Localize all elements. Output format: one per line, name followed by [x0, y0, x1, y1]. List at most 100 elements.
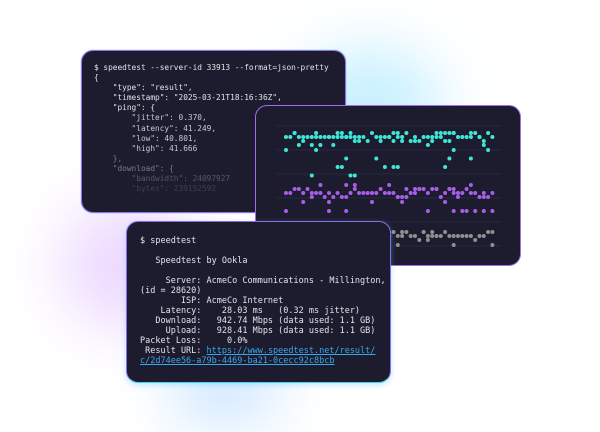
dot: [318, 191, 323, 195]
dot: [318, 143, 323, 147]
dot: [486, 230, 491, 234]
dot: [305, 135, 310, 139]
dot: [490, 209, 495, 213]
dot: [468, 191, 473, 195]
dot: [370, 131, 374, 135]
download: Download: 942.74 Mbps (data used: 1.1 GB…: [140, 316, 376, 326]
dot: [400, 135, 405, 139]
dot: [417, 187, 422, 191]
dot: [451, 234, 456, 238]
dot: [456, 135, 460, 139]
dot: [370, 200, 374, 204]
dot: [443, 230, 448, 234]
dot: [387, 191, 392, 195]
json-line: "latency": 41.249,: [94, 123, 217, 133]
dot: [413, 139, 417, 143]
dot: [284, 135, 288, 139]
dot: [361, 191, 366, 195]
dot: [486, 195, 491, 199]
dot: [443, 165, 448, 169]
dot: [425, 135, 430, 139]
result-label: Result URL:: [140, 346, 207, 356]
json-line: "bandwidth": 24097927: [94, 174, 231, 184]
dot: [481, 195, 486, 199]
dot: [425, 143, 430, 147]
dot: [322, 195, 327, 199]
dot: [395, 165, 400, 169]
dot: [447, 139, 452, 143]
dot: [335, 131, 340, 135]
dot: [301, 135, 306, 139]
dot: [357, 135, 362, 139]
dot: [284, 191, 288, 195]
server: Server: AcmeCo Communications - Millingt…: [140, 276, 391, 286]
dot: [400, 234, 405, 238]
dot: [391, 191, 396, 195]
dot: [378, 187, 383, 191]
dot: [309, 135, 314, 139]
dot: [309, 191, 314, 195]
json-line: },: [94, 153, 123, 163]
dot: [314, 135, 319, 139]
result-url-link-cont[interactable]: c/2d74ee56-a79b-4469-ba21-0cecc92c8bcb: [140, 356, 335, 366]
json-line: "jitter": 0.370,: [94, 113, 207, 123]
dot: [421, 187, 426, 191]
result-output: $ speedtest Speedtest by Ookla Server: A…: [140, 236, 391, 366]
dot: [477, 195, 482, 199]
dot: [344, 135, 349, 139]
title: Speedtest by Ookla: [140, 256, 248, 266]
dot: [305, 187, 310, 191]
dot: [408, 191, 413, 195]
dot: [447, 156, 452, 161]
dot: [438, 234, 443, 238]
dot: [460, 135, 465, 139]
dot: [451, 191, 456, 195]
dot: [391, 165, 396, 169]
dot: [301, 139, 306, 143]
dot: [456, 234, 460, 238]
dot: [395, 135, 400, 139]
dot: [365, 191, 370, 195]
dot: [309, 195, 314, 199]
dot: [468, 234, 473, 238]
dot: [395, 243, 400, 247]
dot: [404, 187, 409, 191]
dot: [387, 135, 392, 139]
dot: [468, 183, 473, 187]
server-id: (id = 28620): [140, 286, 202, 296]
command: $ speedtest: [140, 236, 197, 246]
dot: [443, 131, 448, 135]
dot: [382, 165, 387, 169]
dot: [425, 234, 430, 238]
dot: [288, 191, 293, 195]
dot: [301, 200, 306, 204]
dot: [318, 183, 323, 187]
dot: [490, 243, 495, 247]
dot: [413, 191, 417, 195]
dot: [400, 200, 405, 204]
dot: [292, 131, 297, 135]
dot: [296, 187, 301, 191]
dot: [456, 195, 460, 199]
dot: [404, 195, 409, 199]
dot: [430, 230, 435, 234]
dot: [456, 191, 460, 195]
dot: [352, 135, 357, 139]
dot: [391, 139, 396, 143]
dot: [447, 234, 452, 238]
dot: [361, 135, 366, 139]
dot: [468, 131, 473, 135]
dot: [438, 135, 443, 139]
dot: [327, 191, 331, 195]
dot: [296, 135, 301, 139]
dot: [430, 234, 435, 238]
dot: [314, 191, 319, 195]
dot: [460, 209, 465, 213]
dot: [481, 139, 486, 143]
dot: [438, 195, 443, 199]
json-line: "ping": {: [94, 103, 156, 113]
dot: [451, 148, 456, 152]
dot: [490, 191, 495, 195]
dot: [327, 200, 331, 204]
result-url-link[interactable]: https://www.speedtest.net/result/: [206, 346, 376, 356]
